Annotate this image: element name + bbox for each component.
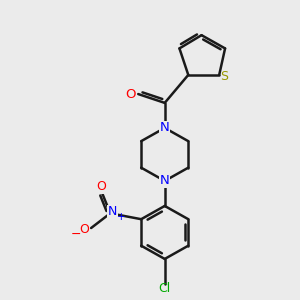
Text: +: + [117, 212, 126, 222]
Text: O: O [80, 223, 90, 236]
Text: N: N [160, 122, 169, 134]
Text: N: N [160, 174, 169, 188]
Text: O: O [126, 88, 136, 100]
Text: −: − [71, 228, 82, 241]
Text: O: O [96, 180, 106, 193]
Text: S: S [220, 70, 229, 83]
Text: N: N [108, 205, 117, 218]
Text: Cl: Cl [159, 282, 171, 295]
